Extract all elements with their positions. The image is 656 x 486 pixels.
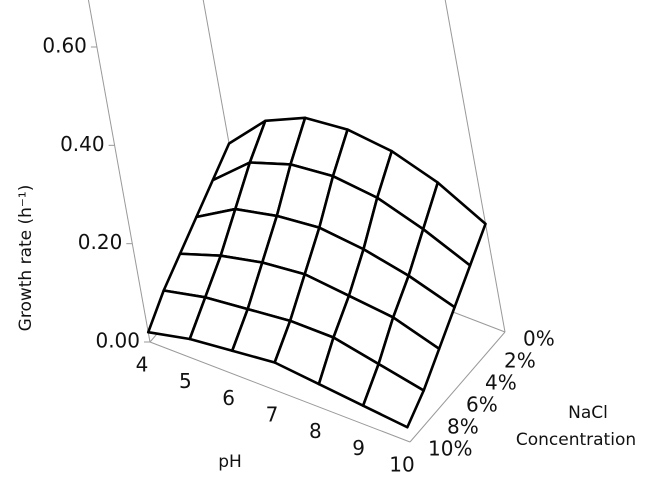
z-axis-label: Growth rate (h⁻¹) [16,185,36,332]
z-tick-label: 0.20 [78,230,123,254]
box-edge [87,0,151,343]
box-edge [149,341,411,443]
x-tick-label: 6 [222,386,235,410]
x-tick-label: 8 [309,419,322,443]
x-tick-label: 4 [136,353,149,377]
y-tick-label: 6% [466,393,498,417]
surface-cell [361,362,425,429]
y-tick-label: 2% [504,349,536,373]
box-edge [444,0,506,333]
y-tick-label: 10% [428,437,472,461]
z-tick-label: 0.00 [95,329,140,353]
y-axis-label: NaCl [568,403,608,423]
y-tick-label: 0% [523,327,555,351]
z-tick-label: 0.40 [60,132,105,156]
x-tick-label: 10 [389,453,414,477]
x-tick-label: 9 [352,436,365,460]
y-axis-label: Concentration [516,430,636,450]
x-tick-label: 5 [179,369,192,393]
y-tick-label: 8% [447,415,479,439]
y-tick-label: 4% [485,371,517,395]
box-edge [409,331,506,443]
x-axis-label: pH [218,452,242,472]
z-tick-label: 0.60 [42,34,87,58]
x-tick-label: 7 [266,403,279,427]
